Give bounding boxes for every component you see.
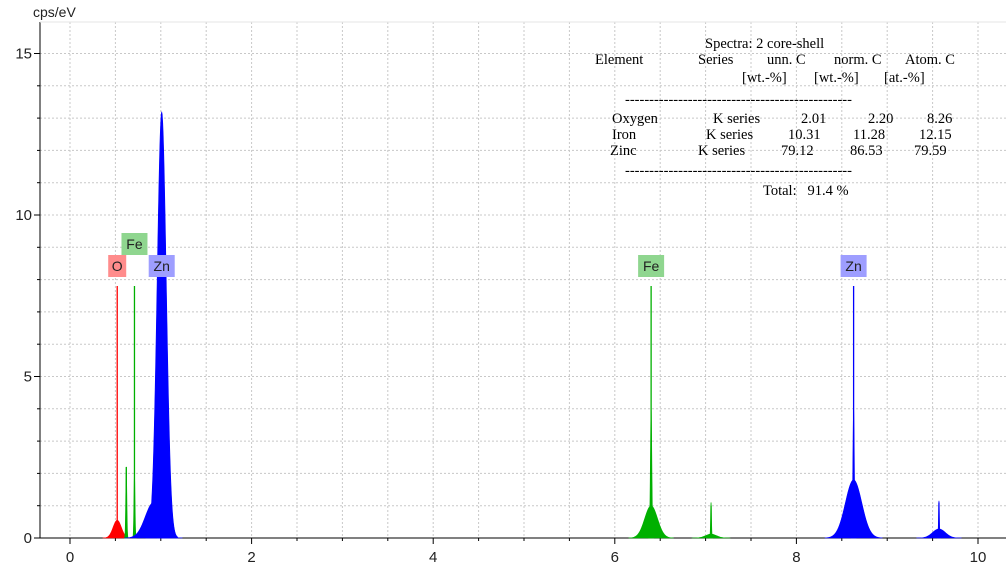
element-label-zn: Zn [845, 258, 861, 274]
element-label-o: O [112, 258, 123, 274]
row-zinc-element: Zinc [610, 143, 637, 159]
element-label-fe: Fe [126, 236, 143, 252]
separator-bottom: ----------------------------------------… [625, 163, 852, 179]
zn-peak [124, 502, 183, 539]
row-oxygen-norm: 2.20 [868, 111, 894, 127]
x-tick-label: 2 [247, 549, 255, 566]
element-label-zn: Zn [154, 258, 170, 274]
row-iron-series: K series [706, 127, 754, 143]
y-tick-label: 5 [24, 369, 32, 386]
row-zinc-series: K series [698, 143, 746, 159]
row-oxygen-unn: 2.01 [801, 111, 827, 127]
row-zinc-atom: 79.59 [914, 143, 947, 159]
header-element: Element [595, 52, 644, 68]
element-label-box [840, 255, 867, 277]
header-norm: norm. C [834, 52, 882, 68]
row-iron-atom: 12.15 [919, 127, 952, 143]
x-tick-label: 10 [970, 549, 987, 566]
x-tick-label: 8 [792, 549, 800, 566]
header-unn: unn. C [767, 52, 806, 68]
y-axis-label: cps/eV [33, 4, 76, 20]
row-oxygen-atom: 8.26 [927, 111, 953, 127]
header-series: Series [698, 52, 734, 68]
element-label-box [638, 255, 665, 277]
results-title: Spectra: 2 core-shell [705, 36, 825, 52]
results-total: Total: 91.4 % [763, 183, 849, 199]
separator-top: ----------------------------------------… [625, 92, 852, 108]
row-zinc-unn: 79.12 [781, 143, 814, 159]
unit-unn: [wt.-%] [742, 70, 787, 86]
row-iron-unn: 10.31 [788, 127, 821, 143]
unit-atom: [at.-%] [884, 70, 925, 86]
results-table: Spectra: 2 core-shell Element Series unn… [588, 36, 993, 206]
x-tick-label: 0 [66, 549, 74, 566]
y-tick-label: 0 [24, 530, 32, 547]
element-label-fe: Fe [643, 258, 660, 274]
element-label-box [121, 233, 148, 255]
row-iron-element: Iron [612, 127, 637, 143]
row-oxygen-series: K series [713, 111, 761, 127]
y-tick-label: 10 [15, 207, 32, 224]
y-tick-label: 15 [15, 46, 32, 63]
x-tick-label: 4 [429, 549, 437, 566]
row-iron-norm: 11.28 [853, 127, 886, 143]
row-oxygen-element: Oxygen [612, 111, 658, 127]
row-zinc-norm: 86.53 [850, 143, 883, 159]
unit-norm: [wt.-%] [814, 70, 859, 86]
element-label-box [108, 255, 127, 277]
x-tick-label: 6 [611, 549, 619, 566]
header-atom: Atom. C [905, 52, 955, 68]
element-label-box [148, 255, 175, 277]
